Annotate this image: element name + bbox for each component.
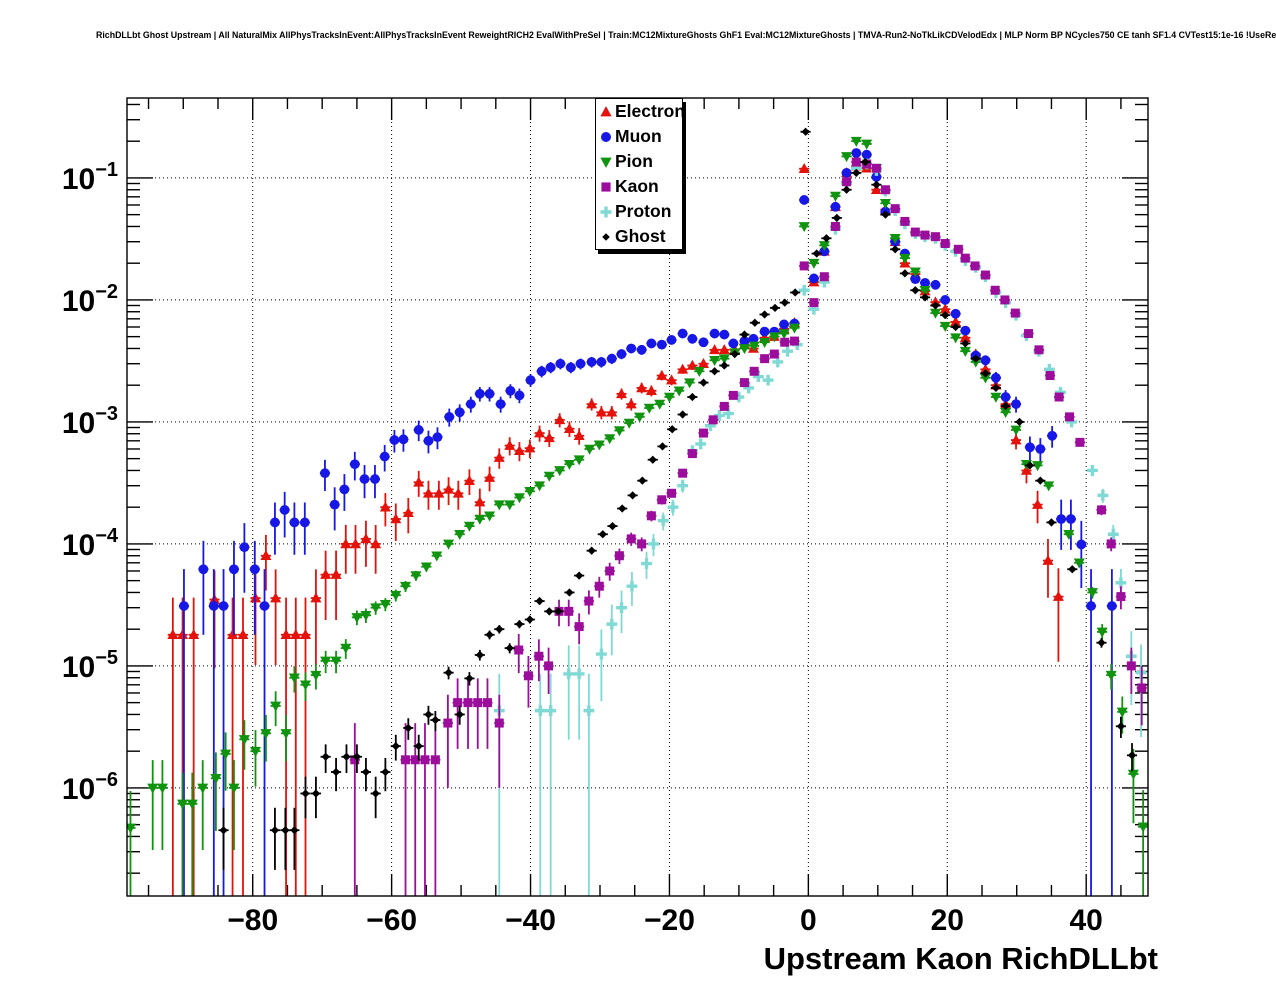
data-points — [219, 127, 1137, 835]
legend-entry-proton: Proton — [596, 199, 682, 224]
legend-label: Pion — [615, 151, 653, 171]
legend-label: Proton — [615, 201, 672, 221]
x-tick-label: 40 — [1069, 904, 1102, 937]
legend-entry-electron: Electron — [596, 99, 686, 124]
legend-entry-muon: Muon — [596, 124, 682, 149]
legend-box: Electron Muon Pion Kaon Proton Ghost — [595, 98, 686, 250]
legend-entry-kaon: Kaon — [596, 174, 682, 199]
x-tick-label: 20 — [931, 904, 964, 937]
x-tick-label: −60 — [366, 904, 417, 937]
y-tick-label: 10−3 — [62, 403, 118, 440]
data-points — [350, 157, 1147, 765]
x-axis-title: Upstream Kaon RichDLLbt — [763, 941, 1158, 976]
muon-marker-icon — [601, 131, 611, 142]
electron-marker-icon — [600, 105, 612, 116]
proton-marker-icon — [600, 205, 612, 218]
legend-entry-ghost: Ghost — [596, 224, 682, 249]
x-tick-label: −20 — [644, 904, 695, 937]
legend-label: Kaon — [615, 176, 659, 196]
legend-label: Electron — [615, 101, 686, 121]
data-area — [127, 127, 1148, 896]
kaon-marker-icon — [601, 181, 611, 192]
series-kaon — [349, 157, 1147, 896]
legend-label: Ghost — [615, 226, 666, 246]
y-tick-label: 10−6 — [62, 769, 118, 806]
axis-ticks — [127, 98, 1148, 896]
x-tick-label: −40 — [505, 904, 556, 937]
data-points — [179, 148, 1117, 611]
y-tick-label: 10−5 — [62, 647, 118, 684]
legend-entry-pion: Pion — [596, 149, 682, 174]
series-ghost — [218, 127, 1138, 870]
legend-label: Muon — [615, 126, 662, 146]
x-tick-label: 0 — [800, 904, 817, 937]
pion-marker-icon — [600, 157, 612, 168]
y-tick-label: 10−4 — [62, 525, 119, 562]
series-pion — [127, 136, 1148, 896]
y-tick-label: 10−1 — [62, 159, 118, 196]
error-bars — [127, 140, 1148, 896]
data-points — [127, 136, 1148, 834]
plot-title: RichDLLbt Ghost Upstream | All NaturalMi… — [96, 30, 1276, 40]
ghost-marker-icon — [602, 232, 610, 241]
y-tick-label: 10−2 — [62, 281, 118, 318]
x-tick-label: −80 — [227, 904, 278, 937]
